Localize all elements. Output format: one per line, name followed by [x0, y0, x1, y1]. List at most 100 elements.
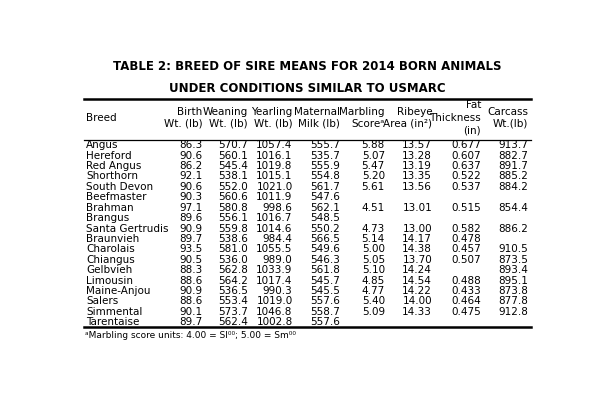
Text: 13.56: 13.56	[402, 182, 432, 192]
Text: 14.38: 14.38	[402, 244, 432, 255]
Text: 13.57: 13.57	[402, 140, 432, 150]
Text: 5.09: 5.09	[362, 307, 385, 317]
Text: Beefmaster: Beefmaster	[86, 192, 146, 202]
Text: 13.19: 13.19	[402, 161, 432, 171]
Text: Maine-Anjou: Maine-Anjou	[86, 286, 151, 296]
Text: 1046.8: 1046.8	[256, 307, 293, 317]
Text: 989.0: 989.0	[263, 255, 293, 265]
Text: 1057.4: 1057.4	[256, 140, 293, 150]
Text: 562.4: 562.4	[218, 317, 248, 327]
Text: 90.1: 90.1	[180, 307, 203, 317]
Text: Weaning
Wt. (lb): Weaning Wt. (lb)	[202, 107, 248, 129]
Text: 1014.6: 1014.6	[256, 223, 293, 233]
Text: 90.6: 90.6	[180, 151, 203, 161]
Text: Angus: Angus	[86, 140, 118, 150]
Text: 90.3: 90.3	[180, 192, 203, 202]
Text: Santa Gertrudis: Santa Gertrudis	[86, 223, 168, 233]
Text: 88.3: 88.3	[179, 265, 203, 275]
Text: 562.1: 562.1	[310, 203, 340, 213]
Text: 886.2: 886.2	[499, 223, 528, 233]
Text: 570.7: 570.7	[218, 140, 248, 150]
Text: 998.6: 998.6	[263, 203, 293, 213]
Text: Charolais: Charolais	[86, 244, 134, 255]
Text: 0.464: 0.464	[452, 296, 481, 306]
Text: 1016.7: 1016.7	[256, 213, 293, 223]
Text: 0.637: 0.637	[452, 161, 481, 171]
Text: 560.6: 560.6	[218, 192, 248, 202]
Text: South Devon: South Devon	[86, 182, 153, 192]
Text: 5.88: 5.88	[362, 140, 385, 150]
Text: Hereford: Hereford	[86, 151, 131, 161]
Text: Yearling
Wt. (lb): Yearling Wt. (lb)	[251, 107, 293, 129]
Text: 0.433: 0.433	[452, 286, 481, 296]
Text: 5.40: 5.40	[362, 296, 385, 306]
Text: 555.7: 555.7	[310, 140, 340, 150]
Text: 912.8: 912.8	[499, 307, 528, 317]
Text: 882.7: 882.7	[499, 151, 528, 161]
Text: 90.5: 90.5	[180, 255, 203, 265]
Text: 1021.0: 1021.0	[256, 182, 293, 192]
Text: 0.515: 0.515	[452, 203, 481, 213]
Text: 910.5: 910.5	[499, 244, 528, 255]
Text: 90.9: 90.9	[180, 223, 203, 233]
Text: 1011.9: 1011.9	[256, 192, 293, 202]
Text: 990.3: 990.3	[263, 286, 293, 296]
Text: Fat
Thickness
(in): Fat Thickness (in)	[430, 101, 481, 135]
Text: 0.488: 0.488	[452, 276, 481, 286]
Text: Red Angus: Red Angus	[86, 161, 141, 171]
Text: 553.4: 553.4	[218, 296, 248, 306]
Text: 854.4: 854.4	[499, 203, 528, 213]
Text: 893.4: 893.4	[499, 265, 528, 275]
Text: 1019.0: 1019.0	[256, 296, 293, 306]
Text: 13.28: 13.28	[402, 151, 432, 161]
Text: 546.3: 546.3	[310, 255, 340, 265]
Text: 0.507: 0.507	[452, 255, 481, 265]
Text: 895.1: 895.1	[499, 276, 528, 286]
Text: 885.2: 885.2	[499, 172, 528, 182]
Text: 5.61: 5.61	[362, 182, 385, 192]
Text: 538.1: 538.1	[218, 172, 248, 182]
Text: 89.7: 89.7	[179, 317, 203, 327]
Text: Simmental: Simmental	[86, 307, 142, 317]
Text: 555.9: 555.9	[310, 161, 340, 171]
Text: 0.677: 0.677	[452, 140, 481, 150]
Text: 5.05: 5.05	[362, 255, 385, 265]
Text: 0.475: 0.475	[452, 307, 481, 317]
Text: Braunvieh: Braunvieh	[86, 234, 139, 244]
Text: Breed: Breed	[86, 113, 117, 123]
Text: 0.522: 0.522	[452, 172, 481, 182]
Text: Carcass
Wt.(lb): Carcass Wt.(lb)	[487, 107, 528, 129]
Text: 14.22: 14.22	[402, 286, 432, 296]
Text: 538.6: 538.6	[218, 234, 248, 244]
Text: TABLE 2: BREED OF SIRE MEANS FOR 2014 BORN ANIMALS: TABLE 2: BREED OF SIRE MEANS FOR 2014 BO…	[113, 60, 502, 73]
Text: Gelbvieh: Gelbvieh	[86, 265, 132, 275]
Text: 547.6: 547.6	[310, 192, 340, 202]
Text: 86.3: 86.3	[179, 140, 203, 150]
Text: 4.85: 4.85	[362, 276, 385, 286]
Text: 5.47: 5.47	[362, 161, 385, 171]
Text: 13.01: 13.01	[402, 203, 432, 213]
Text: 536.0: 536.0	[218, 255, 248, 265]
Text: 13.35: 13.35	[402, 172, 432, 182]
Text: 88.6: 88.6	[179, 296, 203, 306]
Text: 5.10: 5.10	[362, 265, 385, 275]
Text: 580.8: 580.8	[218, 203, 248, 213]
Text: 13.70: 13.70	[402, 255, 432, 265]
Text: 0.607: 0.607	[452, 151, 481, 161]
Text: 566.5: 566.5	[310, 234, 340, 244]
Text: 1017.4: 1017.4	[256, 276, 293, 286]
Text: 554.8: 554.8	[310, 172, 340, 182]
Text: Chiangus: Chiangus	[86, 255, 134, 265]
Text: 0.478: 0.478	[452, 234, 481, 244]
Text: Brahman: Brahman	[86, 203, 133, 213]
Text: 535.7: 535.7	[310, 151, 340, 161]
Text: 552.0: 552.0	[218, 182, 248, 192]
Text: 545.5: 545.5	[310, 286, 340, 296]
Text: 86.2: 86.2	[179, 161, 203, 171]
Text: 545.7: 545.7	[310, 276, 340, 286]
Text: 92.1: 92.1	[179, 172, 203, 182]
Text: 573.7: 573.7	[218, 307, 248, 317]
Text: 0.457: 0.457	[452, 244, 481, 255]
Text: 4.73: 4.73	[362, 223, 385, 233]
Text: UNDER CONDITIONS SIMILAR TO USMARC: UNDER CONDITIONS SIMILAR TO USMARC	[169, 82, 446, 95]
